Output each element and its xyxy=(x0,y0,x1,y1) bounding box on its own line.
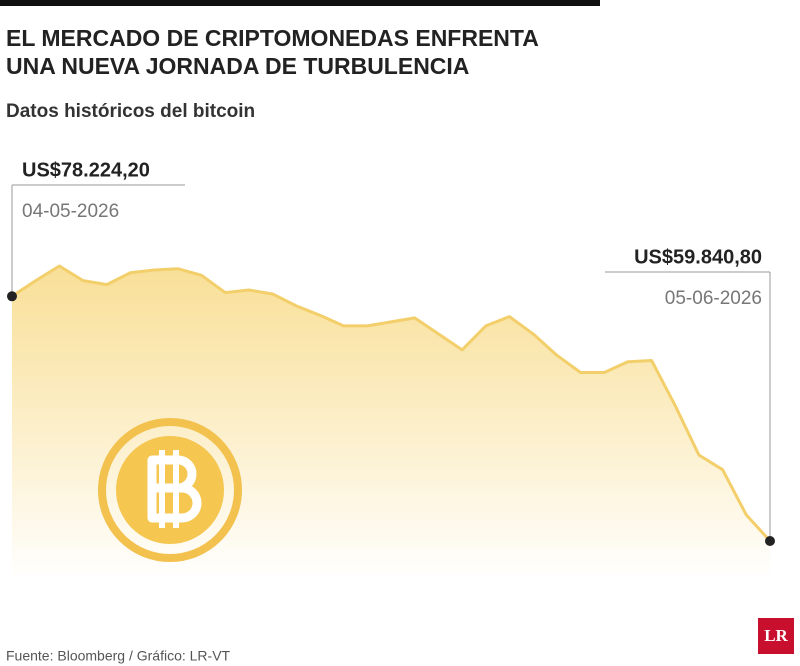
bitcoin-icon xyxy=(98,418,242,562)
value-label: US$59.840,80 xyxy=(634,246,762,268)
date-label: 04-05-2026 xyxy=(22,201,119,222)
plot-area: US$78.224,20 04-05-2026 US$59.840,80 05-06-… xyxy=(7,159,775,580)
chart-title: UNA NUEVA JORNADA DE TURBULENCIA xyxy=(6,53,469,79)
chart-subtitle: Datos históricos del bitcoin xyxy=(6,101,255,122)
logo-text: LR xyxy=(764,626,788,645)
area-line xyxy=(11,264,772,543)
area-fill xyxy=(12,266,770,580)
logo xyxy=(758,618,794,654)
top-bar xyxy=(0,0,600,6)
point xyxy=(7,291,17,302)
chart-title: EL MERCADO DE CRIPTOMONEDAS ENFRENTA xyxy=(6,25,539,51)
value-label: US$78.224,20 xyxy=(22,159,150,181)
source: Fuente: Bloomberg / Gráfico: LR-VT xyxy=(6,648,231,664)
point xyxy=(765,536,775,546)
date-label: 05-06-2026 xyxy=(665,288,762,309)
